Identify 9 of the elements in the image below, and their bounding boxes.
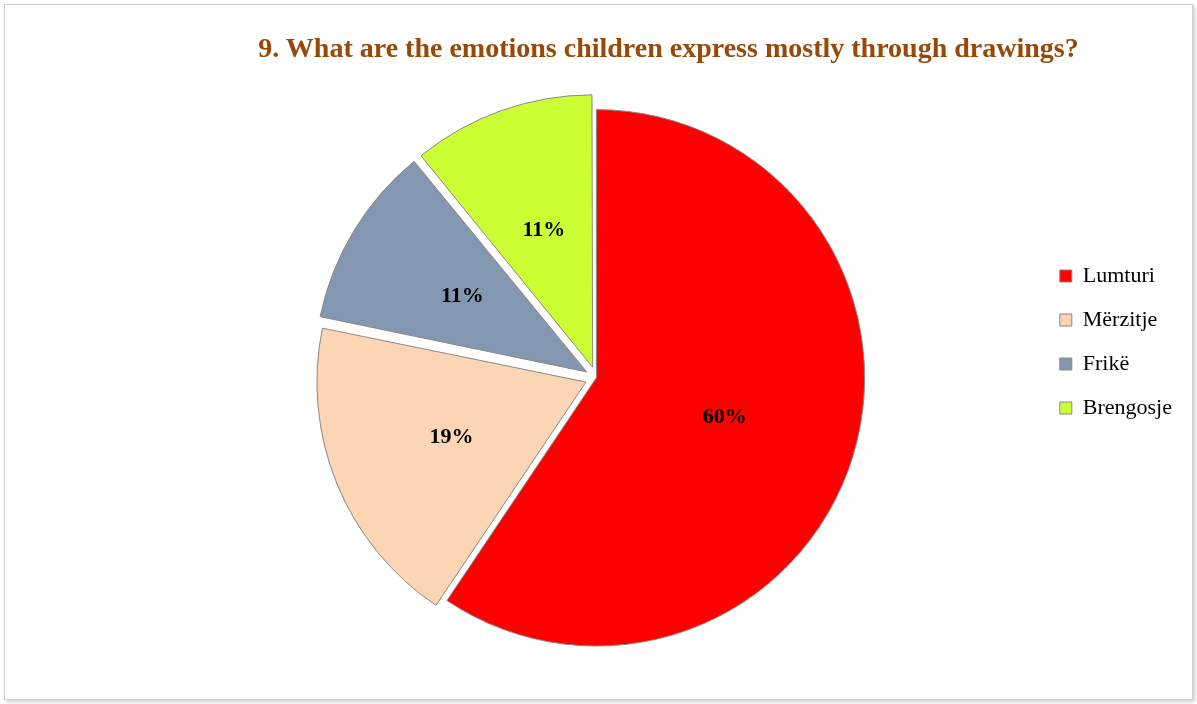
data-label: 19% [429,422,474,448]
legend-label: Lumturi [1082,261,1155,287]
legend-label: Frikë [1082,349,1130,375]
data-label: 11% [441,282,484,308]
legend-label: Mërzitje [1082,305,1158,331]
data-label: 11% [522,215,566,241]
chart-title: 9. What are the emotions children express mostly through drawings? [258,32,1079,64]
data-label: 60% [702,402,747,428]
legend-label: Brengosje [1082,393,1172,419]
